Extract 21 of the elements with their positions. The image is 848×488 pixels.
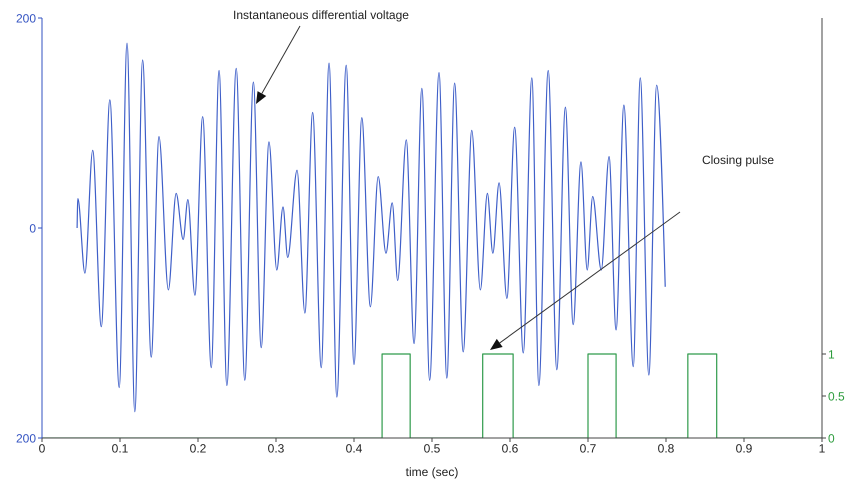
y2-tick-label: 0 [828,431,835,446]
line-series [76,42,666,412]
y2-tick-label: 0.5 [828,389,846,404]
x-tick-label: 0.5 [424,442,441,456]
y-tick-label: 200 [16,11,36,26]
x-axis-title: time (sec) [406,465,458,479]
x-tick-label: 0.9 [736,442,753,456]
y2-tick-label: 1 [828,347,835,362]
x-tick-label: 0.6 [502,442,519,456]
annotation: Instantaneous differential voltage [233,8,410,22]
x-tick-label: 0.8 [658,442,675,456]
x-tick-label: 0.2 [190,442,207,456]
x-tick-label: 0.1 [112,442,129,456]
x-tick-label: 1 [818,442,826,456]
x-tick-label: 0 [38,442,46,456]
y-tick-label: 0 [29,221,36,236]
y-tick-label: 200 [16,431,36,446]
annotation: Closing pulse [702,153,774,167]
x-tick-label: 0.3 [268,442,285,456]
x-tick-label: 0.7 [580,442,597,456]
x-tick-label: 0.4 [346,442,363,456]
